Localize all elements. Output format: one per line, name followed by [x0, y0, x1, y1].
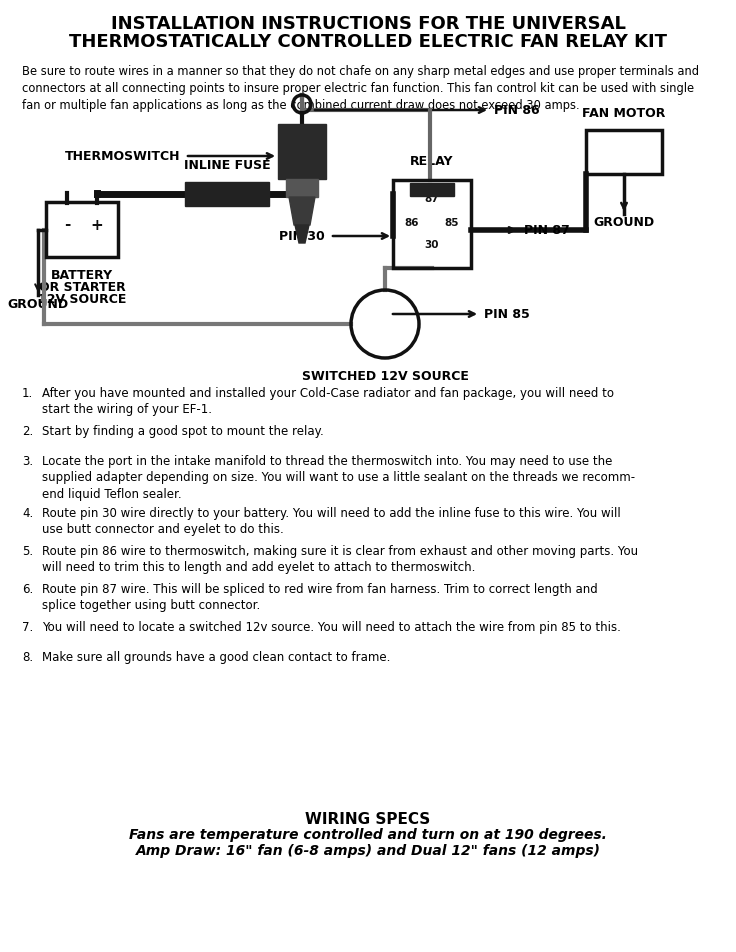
Text: INSTALLATION INSTRUCTIONS FOR THE UNIVERSAL: INSTALLATION INSTRUCTIONS FOR THE UNIVER… [110, 15, 626, 33]
Bar [286, 179, 318, 197]
Text: 4.: 4. [22, 507, 33, 520]
Text: 6.: 6. [22, 583, 33, 596]
Text: RELAY: RELAY [410, 155, 454, 168]
Text: GROUND: GROUND [593, 216, 654, 229]
Text: Locate the port in the intake manifold to thread the thermoswitch into. You may : Locate the port in the intake manifold t… [42, 455, 635, 501]
Text: Start by finding a good spot to mount the relay.: Start by finding a good spot to mount th… [42, 425, 324, 438]
Text: After you have mounted and installed your Cold-Case radiator and fan package, yo: After you have mounted and installed you… [42, 387, 614, 417]
Text: You will need to locate a switched 12v source. You will need to attach the wire : You will need to locate a switched 12v s… [42, 621, 621, 634]
Text: OR STARTER: OR STARTER [38, 281, 125, 294]
Text: 87: 87 [425, 194, 439, 204]
Polygon shape [289, 197, 315, 225]
Text: Route pin 30 wire directly to your battery. You will need to add the inline fuse: Route pin 30 wire directly to your batte… [42, 507, 620, 537]
Text: Route pin 87 wire. This will be spliced to red wire from fan harness. Trim to co: Route pin 87 wire. This will be spliced … [42, 583, 598, 612]
Text: INLINE FUSE: INLINE FUSE [184, 159, 270, 172]
Text: Fans are temperature controlled and turn on at 190 degrees.: Fans are temperature controlled and turn… [129, 828, 607, 842]
Text: 30: 30 [425, 240, 439, 250]
Text: 5.: 5. [22, 545, 33, 558]
Bar [185, 182, 269, 206]
Text: GROUND: GROUND [7, 298, 68, 311]
Text: THERMOSWITCH: THERMOSWITCH [65, 149, 180, 163]
Text: Route pin 86 wire to thermoswitch, making sure it is clear from exhaust and othe: Route pin 86 wire to thermoswitch, makin… [42, 545, 638, 574]
Text: FAN MOTOR: FAN MOTOR [582, 107, 665, 120]
Bar [46, 202, 118, 257]
Bar [410, 183, 454, 196]
Text: PIN 86: PIN 86 [494, 104, 539, 116]
Text: +: + [91, 217, 103, 232]
Text: Make sure all grounds have a good clean contact to frame.: Make sure all grounds have a good clean … [42, 651, 390, 664]
Text: -: - [64, 217, 70, 232]
Bar [278, 124, 326, 179]
Text: 86: 86 [405, 218, 420, 228]
Text: 3.: 3. [22, 455, 33, 468]
Polygon shape [295, 225, 309, 243]
Text: BATTERY: BATTERY [51, 269, 113, 282]
Text: 12V SOURCE: 12V SOURCE [38, 293, 126, 306]
Text: Be sure to route wires in a manner so that they do not chafe on any sharp metal : Be sure to route wires in a manner so th… [22, 65, 699, 112]
Text: SWITCHED 12V SOURCE: SWITCHED 12V SOURCE [302, 370, 468, 383]
Text: Amp Draw: 16" fan (6-8 amps) and Dual 12" fans (12 amps): Amp Draw: 16" fan (6-8 amps) and Dual 12… [135, 844, 601, 858]
Text: 85: 85 [445, 218, 459, 228]
Text: THERMOSTATICALLY CONTROLLED ELECTRIC FAN RELAY KIT: THERMOSTATICALLY CONTROLLED ELECTRIC FAN… [69, 33, 667, 51]
Text: 7.: 7. [22, 621, 33, 634]
Text: 1.: 1. [22, 387, 33, 400]
Text: PIN 87: PIN 87 [524, 224, 570, 236]
Text: 2.: 2. [22, 425, 33, 438]
Text: PIN 30: PIN 30 [279, 229, 325, 243]
Bar [393, 180, 471, 268]
Text: 8.: 8. [22, 651, 33, 664]
Bar [586, 130, 662, 174]
Text: WIRING SPECS: WIRING SPECS [305, 811, 431, 826]
Text: PIN 85: PIN 85 [484, 307, 530, 321]
